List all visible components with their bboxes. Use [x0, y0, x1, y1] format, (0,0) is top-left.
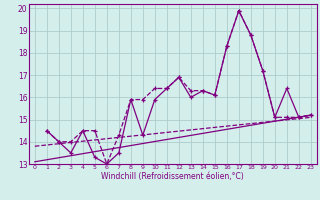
X-axis label: Windchill (Refroidissement éolien,°C): Windchill (Refroidissement éolien,°C) [101, 172, 244, 181]
